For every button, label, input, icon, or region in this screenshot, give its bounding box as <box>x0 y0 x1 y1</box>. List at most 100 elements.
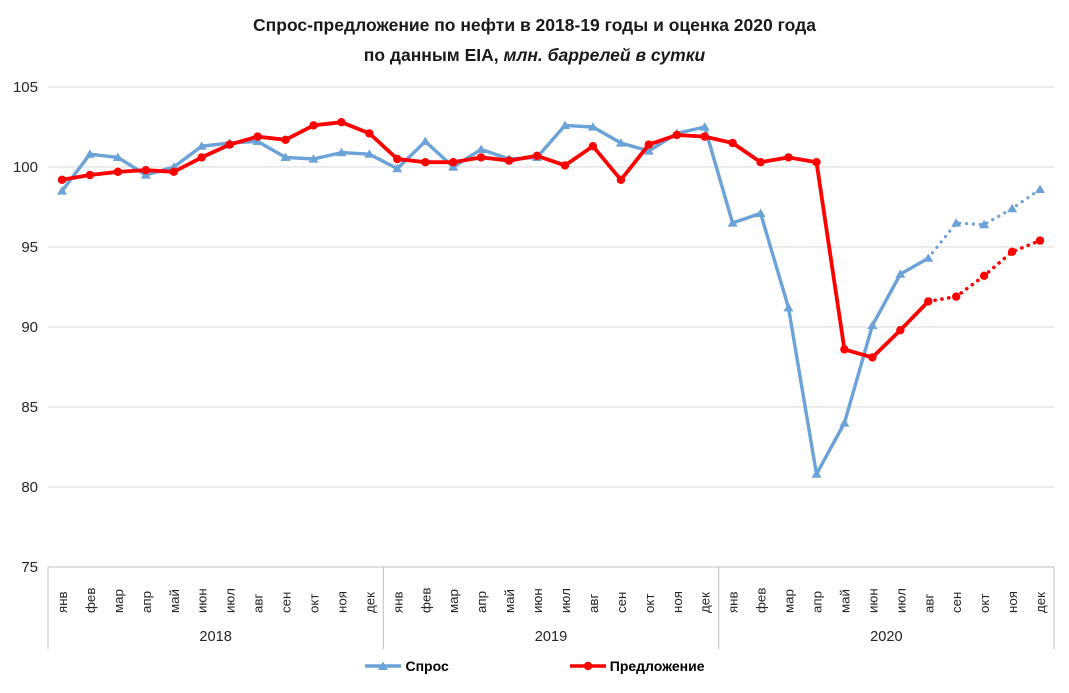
month-label: авг <box>251 594 266 613</box>
demand-point <box>643 146 654 155</box>
month-label: апр <box>139 591 154 613</box>
month-label: янв <box>726 591 741 613</box>
legend-item-supply[interactable]: Предложение <box>569 658 705 674</box>
month-label: май <box>502 589 517 613</box>
supply-point <box>309 121 318 130</box>
month-label: май <box>837 589 852 613</box>
demand-point <box>420 136 431 145</box>
month-label: апр <box>809 591 824 613</box>
supply-point <box>1007 247 1017 256</box>
demand-markers <box>57 120 1045 478</box>
year-label: 2018 <box>199 629 231 645</box>
chart-title-line1: Спрос-предложение по нефти в 2018-19 год… <box>253 15 816 35</box>
supply-point <box>756 158 765 167</box>
demand-point <box>923 253 934 262</box>
y-axis-label: 90 <box>21 319 38 336</box>
demand-legend-marker-icon <box>365 661 402 670</box>
supply-point <box>616 175 626 184</box>
month-label: сен <box>949 592 964 613</box>
demand-point <box>895 269 906 278</box>
month-label: ноя <box>334 591 349 613</box>
demand-point <box>336 147 347 157</box>
supply-point <box>560 161 570 170</box>
demand-point <box>1035 184 1045 193</box>
supply-markers <box>57 118 1045 362</box>
month-label: июн <box>530 588 545 613</box>
supply-point <box>169 167 178 176</box>
year-label: 2019 <box>535 629 567 645</box>
month-label: дек <box>1033 592 1048 613</box>
month-label: дек <box>362 592 377 613</box>
year-label: 2020 <box>870 629 902 645</box>
demand-point <box>783 303 794 312</box>
chart-legend: Спрос Предложение <box>0 658 1069 674</box>
supply-point <box>476 153 486 162</box>
demand-point <box>364 149 375 158</box>
month-label: июл <box>223 588 238 613</box>
month-label: сен <box>279 592 294 613</box>
month-label: окт <box>977 594 992 613</box>
supply-point <box>504 156 514 165</box>
supply-point <box>840 345 849 354</box>
demand-point <box>615 138 626 147</box>
legend-label-demand: Спрос <box>405 658 449 674</box>
month-label: июн <box>865 588 880 613</box>
supply-point <box>57 175 67 184</box>
supply-point <box>281 135 290 144</box>
month-label: окт <box>642 594 657 613</box>
demand-point <box>392 163 403 173</box>
demand-point <box>587 122 598 131</box>
month-label: фев <box>418 588 433 613</box>
month-label: фев <box>83 588 98 613</box>
supply-point <box>449 158 458 167</box>
y-axis-label: 75 <box>21 559 38 576</box>
month-label: мар <box>782 589 797 613</box>
chart-subtitle-bold: по данным EIA, <box>363 45 499 65</box>
chart-title: Спрос-предложение по нефти в 2018-19 год… <box>0 10 1069 70</box>
supply-point <box>1035 236 1045 245</box>
month-label: сен <box>614 592 629 613</box>
month-label: янв <box>390 591 405 613</box>
month-label: мар <box>446 589 461 613</box>
month-label: июл <box>558 588 573 613</box>
supply-point <box>979 271 989 280</box>
demand-point <box>476 144 487 153</box>
demand-point <box>280 152 291 161</box>
supply-point <box>672 130 681 140</box>
month-label: май <box>167 589 182 613</box>
supply-point <box>644 140 653 149</box>
demand-point <box>84 149 95 158</box>
demand-point <box>112 152 123 161</box>
supply-point <box>85 170 95 180</box>
demand-point <box>560 120 570 129</box>
demand-point <box>196 141 207 150</box>
demand-point <box>755 208 766 217</box>
demand-point <box>727 218 738 227</box>
y-axis-label: 105 <box>13 79 38 96</box>
demand-point <box>867 320 878 329</box>
demand-point <box>57 186 67 195</box>
supply-point <box>421 158 430 167</box>
month-label: дек <box>698 592 713 613</box>
y-axis-label: 95 <box>21 239 38 256</box>
supply-legend-marker-icon <box>569 661 606 671</box>
supply-point <box>868 353 877 362</box>
supply-point <box>924 297 933 306</box>
supply-point <box>141 166 150 175</box>
month-label: мар <box>111 589 126 613</box>
demand-point <box>979 219 990 229</box>
month-label: ноя <box>670 591 685 613</box>
supply-point <box>532 151 542 160</box>
month-label: июл <box>893 588 908 613</box>
supply-point <box>784 153 793 162</box>
month-label: авг <box>921 594 936 613</box>
month-label: окт <box>306 594 321 613</box>
supply-point <box>812 158 821 167</box>
demand-line <box>60 123 930 476</box>
legend-item-demand[interactable]: Спрос <box>364 658 449 674</box>
month-label: апр <box>474 591 489 613</box>
supply-point <box>728 138 737 148</box>
chart-title-line2: по данным EIA, млн. баррелей в сутки <box>0 40 1069 70</box>
